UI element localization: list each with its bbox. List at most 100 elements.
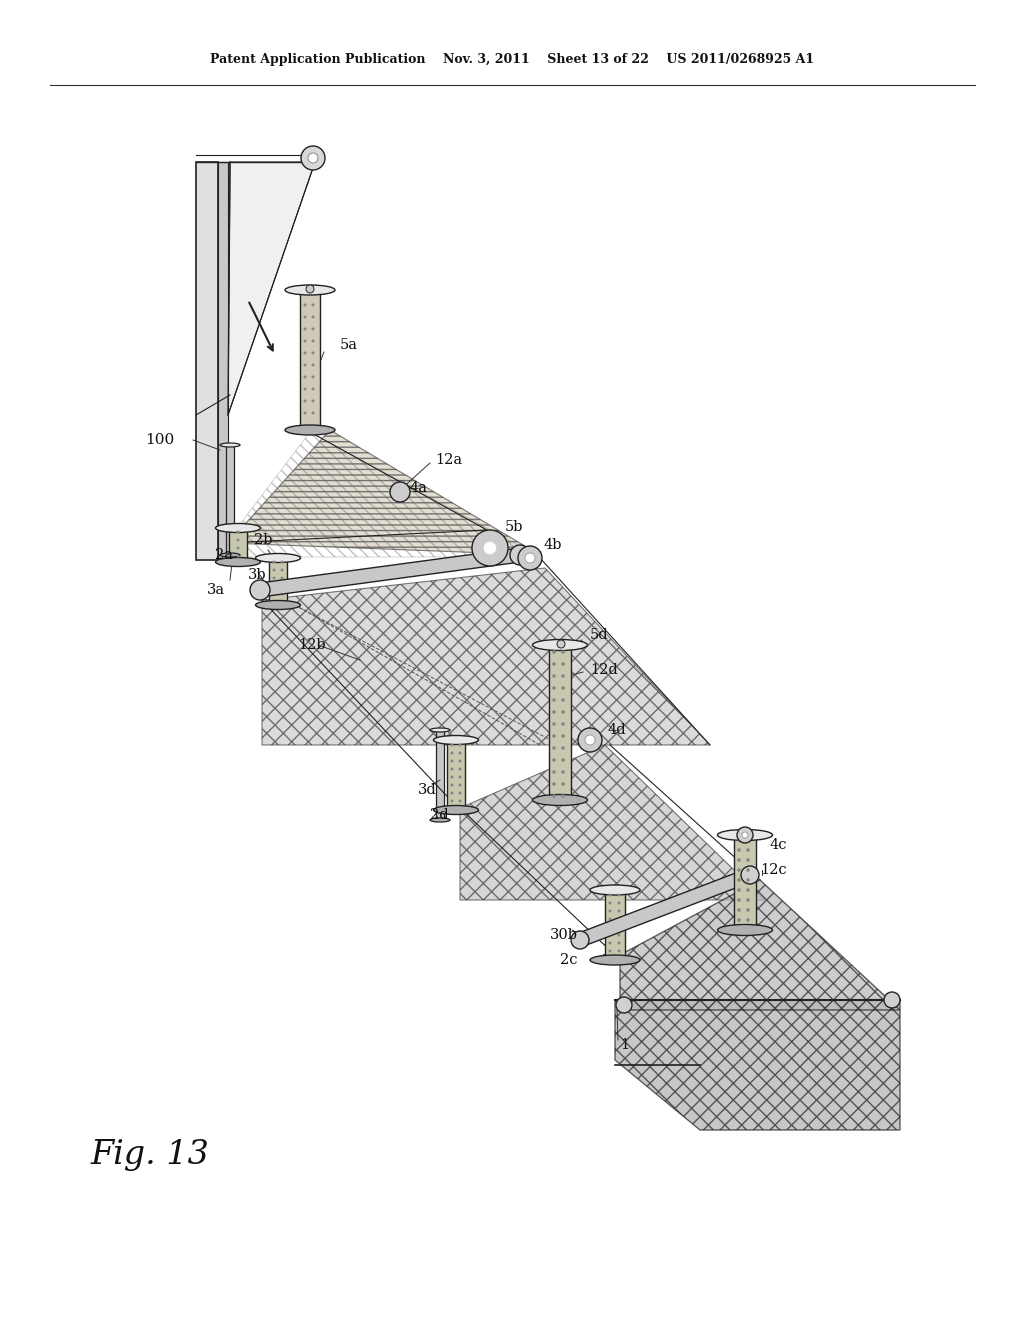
Text: 1: 1 <box>620 1038 629 1052</box>
Ellipse shape <box>285 425 335 436</box>
Circle shape <box>884 993 900 1008</box>
Polygon shape <box>549 645 571 800</box>
Circle shape <box>306 285 314 293</box>
Circle shape <box>571 931 589 949</box>
Circle shape <box>237 554 240 557</box>
Circle shape <box>237 546 240 549</box>
Circle shape <box>746 849 750 851</box>
Circle shape <box>311 339 314 342</box>
Circle shape <box>617 949 621 953</box>
Polygon shape <box>229 528 247 562</box>
Circle shape <box>303 375 306 379</box>
Polygon shape <box>218 162 228 560</box>
Text: 3d: 3d <box>418 783 437 797</box>
Text: 4a: 4a <box>410 480 428 495</box>
Circle shape <box>525 553 535 564</box>
Circle shape <box>737 838 740 842</box>
Circle shape <box>311 304 314 306</box>
Text: 3b: 3b <box>248 568 266 582</box>
Circle shape <box>608 894 611 896</box>
Circle shape <box>561 663 565 665</box>
Circle shape <box>303 363 306 367</box>
Circle shape <box>451 800 454 803</box>
Ellipse shape <box>430 818 450 822</box>
Circle shape <box>617 902 621 904</box>
Polygon shape <box>196 162 218 560</box>
Ellipse shape <box>430 729 450 733</box>
Circle shape <box>552 698 556 702</box>
Polygon shape <box>228 430 540 554</box>
Polygon shape <box>269 558 287 605</box>
Bar <box>302 285 318 293</box>
Ellipse shape <box>532 639 588 651</box>
Circle shape <box>510 545 530 565</box>
Text: 12a: 12a <box>435 453 462 467</box>
Circle shape <box>608 909 611 912</box>
Circle shape <box>552 758 556 762</box>
Circle shape <box>552 795 556 797</box>
Circle shape <box>561 734 565 738</box>
Text: 3a: 3a <box>207 583 225 597</box>
Circle shape <box>561 698 565 702</box>
Text: 2c: 2c <box>560 953 578 968</box>
Circle shape <box>608 902 611 904</box>
Circle shape <box>557 640 565 648</box>
Ellipse shape <box>532 795 588 805</box>
Text: 2d: 2d <box>430 808 449 822</box>
Circle shape <box>617 909 621 912</box>
Text: 12c: 12c <box>760 863 786 876</box>
Circle shape <box>617 933 621 936</box>
Circle shape <box>608 933 611 936</box>
Circle shape <box>737 828 753 843</box>
Circle shape <box>459 792 462 795</box>
Circle shape <box>578 729 602 752</box>
Circle shape <box>451 743 454 747</box>
Ellipse shape <box>220 444 240 447</box>
Bar <box>226 455 234 459</box>
Circle shape <box>459 743 462 747</box>
Circle shape <box>737 849 740 851</box>
Circle shape <box>746 878 750 882</box>
Circle shape <box>616 997 632 1012</box>
Circle shape <box>303 304 306 306</box>
Circle shape <box>737 898 740 902</box>
Polygon shape <box>615 1001 900 1130</box>
Circle shape <box>746 919 750 921</box>
Ellipse shape <box>215 524 260 532</box>
Text: 100: 100 <box>145 433 174 447</box>
Circle shape <box>552 783 556 785</box>
Circle shape <box>552 734 556 738</box>
Polygon shape <box>262 568 710 744</box>
Ellipse shape <box>220 553 240 557</box>
Circle shape <box>617 894 621 896</box>
Circle shape <box>561 675 565 677</box>
Text: 4c: 4c <box>770 838 787 851</box>
Circle shape <box>272 569 275 572</box>
Circle shape <box>617 925 621 928</box>
Circle shape <box>552 675 556 677</box>
Ellipse shape <box>215 557 260 566</box>
Circle shape <box>737 878 740 882</box>
Circle shape <box>561 770 565 774</box>
Circle shape <box>303 351 306 355</box>
Circle shape <box>311 351 314 355</box>
Circle shape <box>281 569 284 572</box>
Circle shape <box>281 585 284 587</box>
Circle shape <box>746 898 750 902</box>
Text: 12b: 12b <box>298 638 326 652</box>
Circle shape <box>459 776 462 779</box>
Circle shape <box>742 832 748 838</box>
Circle shape <box>483 541 497 554</box>
Circle shape <box>585 735 595 744</box>
Circle shape <box>237 531 240 533</box>
Circle shape <box>746 888 750 892</box>
Circle shape <box>746 858 750 862</box>
Polygon shape <box>734 836 756 931</box>
Ellipse shape <box>590 884 640 895</box>
Circle shape <box>561 686 565 690</box>
Circle shape <box>737 908 740 912</box>
Circle shape <box>737 869 740 871</box>
Circle shape <box>272 561 275 564</box>
Circle shape <box>746 869 750 871</box>
Circle shape <box>459 800 462 803</box>
